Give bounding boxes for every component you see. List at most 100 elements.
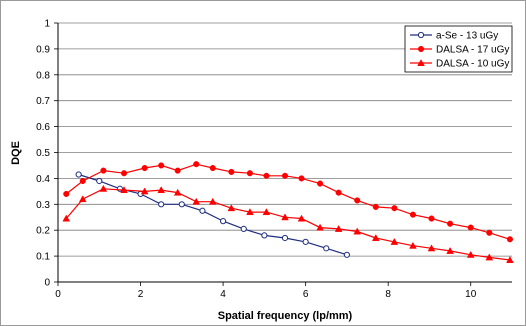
legend-label: a-Se - 13 uGy	[436, 31, 498, 42]
data-point	[417, 31, 425, 39]
data-point	[391, 205, 398, 212]
data-point	[506, 236, 513, 243]
data-point	[335, 189, 342, 196]
data-point	[417, 45, 425, 53]
x-tick-label: 2	[138, 289, 144, 300]
data-point	[100, 167, 107, 174]
data-point	[417, 59, 425, 66]
x-tick-label: 6	[303, 289, 309, 300]
data-point	[99, 184, 108, 192]
x-tick-label: 4	[220, 289, 226, 300]
data-point	[140, 187, 149, 195]
data-point	[409, 241, 417, 249]
series-2	[63, 161, 513, 243]
data-point	[343, 251, 351, 258]
data-point	[334, 224, 343, 232]
legend-item: DALSA - 17 uGy	[410, 45, 509, 56]
data-point	[62, 214, 71, 222]
data-point	[174, 167, 181, 174]
legend-label: DALSA - 10 uGy	[436, 59, 509, 70]
y-tick-label: 0	[44, 278, 50, 289]
series-3	[62, 184, 514, 263]
axes	[54, 22, 512, 286]
data-point	[390, 237, 399, 245]
data-point	[427, 244, 436, 252]
data-point	[263, 172, 270, 179]
data-point	[353, 227, 362, 235]
data-point	[96, 177, 103, 185]
data-point	[173, 188, 182, 196]
x-tick-label: 10	[465, 289, 477, 300]
x-tick-label: 0	[55, 289, 61, 300]
y-tick-label: 0.5	[36, 148, 50, 159]
y-tick-label: 1	[44, 19, 50, 30]
y-tick-label: 0.3	[36, 200, 50, 211]
data-point	[79, 177, 86, 185]
data-point	[281, 213, 289, 221]
data-point	[193, 161, 200, 168]
data-point	[446, 247, 454, 254]
data-point	[75, 171, 82, 178]
data-point	[466, 250, 475, 258]
x-tick-labels: 0 2 4 6 8 10	[55, 289, 477, 300]
y-tick-label: 0.1	[36, 252, 50, 263]
series-group	[62, 161, 514, 263]
y-axis-title: DQE	[10, 141, 22, 165]
data-point	[199, 207, 206, 214]
data-point	[428, 215, 435, 222]
data-point	[486, 229, 493, 236]
data-point	[409, 211, 416, 218]
data-point	[302, 238, 309, 245]
legend-item: DALSA - 10 uGy	[410, 59, 509, 70]
data-point	[316, 223, 324, 231]
data-point	[506, 256, 514, 263]
data-point	[298, 175, 305, 182]
gridlines	[58, 22, 512, 257]
data-point	[262, 208, 271, 216]
y-tick-label: 0.4	[36, 174, 50, 185]
data-point	[78, 195, 87, 203]
data-point	[120, 170, 128, 177]
data-point	[281, 234, 289, 242]
legend: a-Se - 13 uGy DALSA - 17 uGy DALSA - 10 uG…	[404, 25, 513, 73]
data-point	[120, 186, 128, 194]
data-point	[227, 204, 236, 212]
data-point	[209, 164, 216, 172]
data-point	[246, 170, 253, 177]
data-point	[158, 201, 165, 208]
y-tick-labels: 0 0.1 0.2 0.3 0.4 0.5 0.6 0.7 0.8 0.9 1	[36, 19, 50, 289]
y-tick-label: 0.9	[36, 44, 50, 55]
data-point	[240, 225, 247, 233]
data-point	[141, 164, 148, 172]
data-point	[485, 253, 494, 261]
data-point	[63, 190, 70, 197]
data-point	[261, 232, 268, 239]
data-point	[192, 197, 201, 205]
data-point	[317, 180, 324, 187]
data-point	[219, 218, 227, 225]
data-point	[178, 201, 185, 208]
data-point	[354, 197, 361, 204]
y-tick-label: 0.8	[36, 70, 50, 81]
data-point	[158, 162, 165, 169]
data-point	[157, 186, 166, 194]
x-axis-title: Spatial frequency (lp/mm)	[218, 310, 353, 322]
y-tick-label: 0.6	[36, 122, 50, 133]
legend-label: DALSA - 17 uGy	[436, 45, 509, 56]
data-point	[447, 220, 454, 227]
data-point	[371, 234, 380, 241]
data-point	[281, 172, 289, 179]
y-tick-label: 0.2	[36, 226, 50, 237]
data-point	[372, 203, 379, 210]
data-point	[297, 214, 306, 222]
legend-item: a-Se - 13 uGy	[410, 31, 498, 42]
data-point	[228, 168, 235, 175]
data-point	[467, 224, 474, 231]
data-point	[323, 245, 330, 252]
y-tick-label: 0.7	[36, 96, 50, 107]
x-tick-label: 8	[385, 289, 391, 300]
data-point	[246, 208, 254, 216]
data-point	[208, 197, 217, 205]
